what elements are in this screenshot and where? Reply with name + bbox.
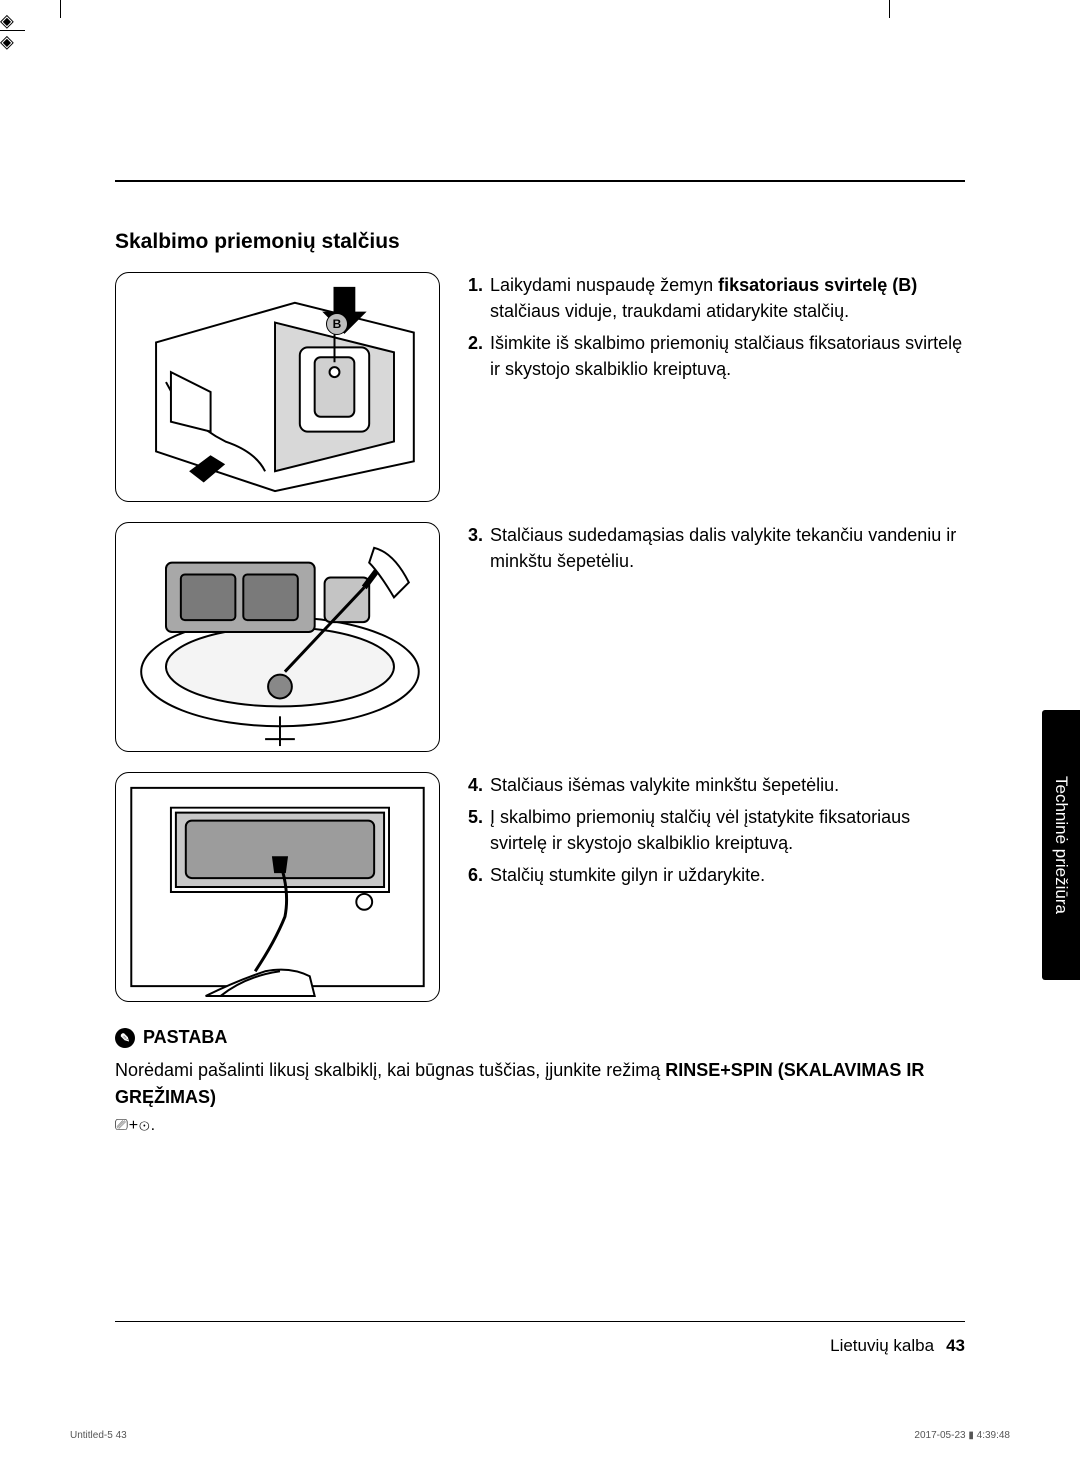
footer-language: Lietuvių kalba — [830, 1336, 934, 1356]
print-meta-right: 2017-05-23 ▮ 4:39:48 — [914, 1430, 1010, 1441]
step-body: Stalčiaus išėmas valykite minkštu šepetė… — [490, 772, 965, 798]
figure-2-wash-parts — [115, 522, 440, 752]
instruction-row: 3. Stalčiaus sudedamąsias dalis valykite… — [115, 522, 965, 752]
step-body: Į skalbimo priemonių stalčių vėl įstatyk… — [490, 804, 965, 856]
registration-mark-icon: ◈ — [0, 11, 1080, 32]
page-content: Skalbimo priemonių stalčius B — [115, 60, 965, 1376]
note-heading-text: PASTABA — [143, 1024, 227, 1051]
note-icon: ✎ — [115, 1028, 135, 1048]
step-body: Stalčių stumkite gilyn ir uždarykite. — [490, 862, 965, 888]
note-heading: ✎ PASTABA — [115, 1024, 965, 1051]
step-number: 6. — [468, 862, 490, 888]
step-number: 2. — [468, 330, 490, 382]
step-number: 5. — [468, 804, 490, 856]
instruction-text: 4. Stalčiaus išėmas valykite minkštu šep… — [468, 772, 965, 1002]
step-body: Išimkite iš skalbimo priemonių stalčiaus… — [490, 330, 965, 382]
registration-mark-icon: ◈ — [0, 32, 1080, 53]
step-number: 1. — [468, 272, 490, 324]
instruction-row: B 1. — [115, 272, 965, 502]
note-block: ✎ PASTABA Norėdami pašalinti likusį skal… — [115, 1024, 965, 1138]
step-body: Laikydami nuspaudę žemyn fiksatoriaus sv… — [490, 272, 965, 324]
step-body: Stalčiaus sudedamąsias dalis valykite te… — [490, 522, 965, 574]
instruction-text: 1. Laikydami nuspaudę žemyn fiksatoriaus… — [468, 272, 965, 502]
section-title: Skalbimo priemonių stalčius — [115, 230, 965, 254]
top-rule — [115, 180, 965, 182]
page-footer: Lietuvių kalba 43 — [115, 1321, 965, 1356]
side-tab: Techninė priežiūra — [1042, 710, 1080, 980]
instruction-text: 3. Stalčiaus sudedamąsias dalis valykite… — [468, 522, 965, 752]
figure-1-drawer-remove: B — [115, 272, 440, 502]
step-number: 4. — [468, 772, 490, 798]
figure-3-clean-recess — [115, 772, 440, 1002]
rinse-spin-symbol: ⎚+⊙. — [115, 1117, 156, 1134]
callout-b-badge: B — [326, 313, 348, 335]
note-body: Norėdami pašalinti likusį skalbiklį, kai… — [115, 1057, 965, 1138]
footer-page-number: 43 — [946, 1336, 965, 1356]
step-number: 3. — [468, 522, 490, 574]
print-meta-left: Untitled-5 43 — [70, 1430, 127, 1441]
instruction-row: 4. Stalčiaus išėmas valykite minkštu šep… — [115, 772, 965, 1002]
